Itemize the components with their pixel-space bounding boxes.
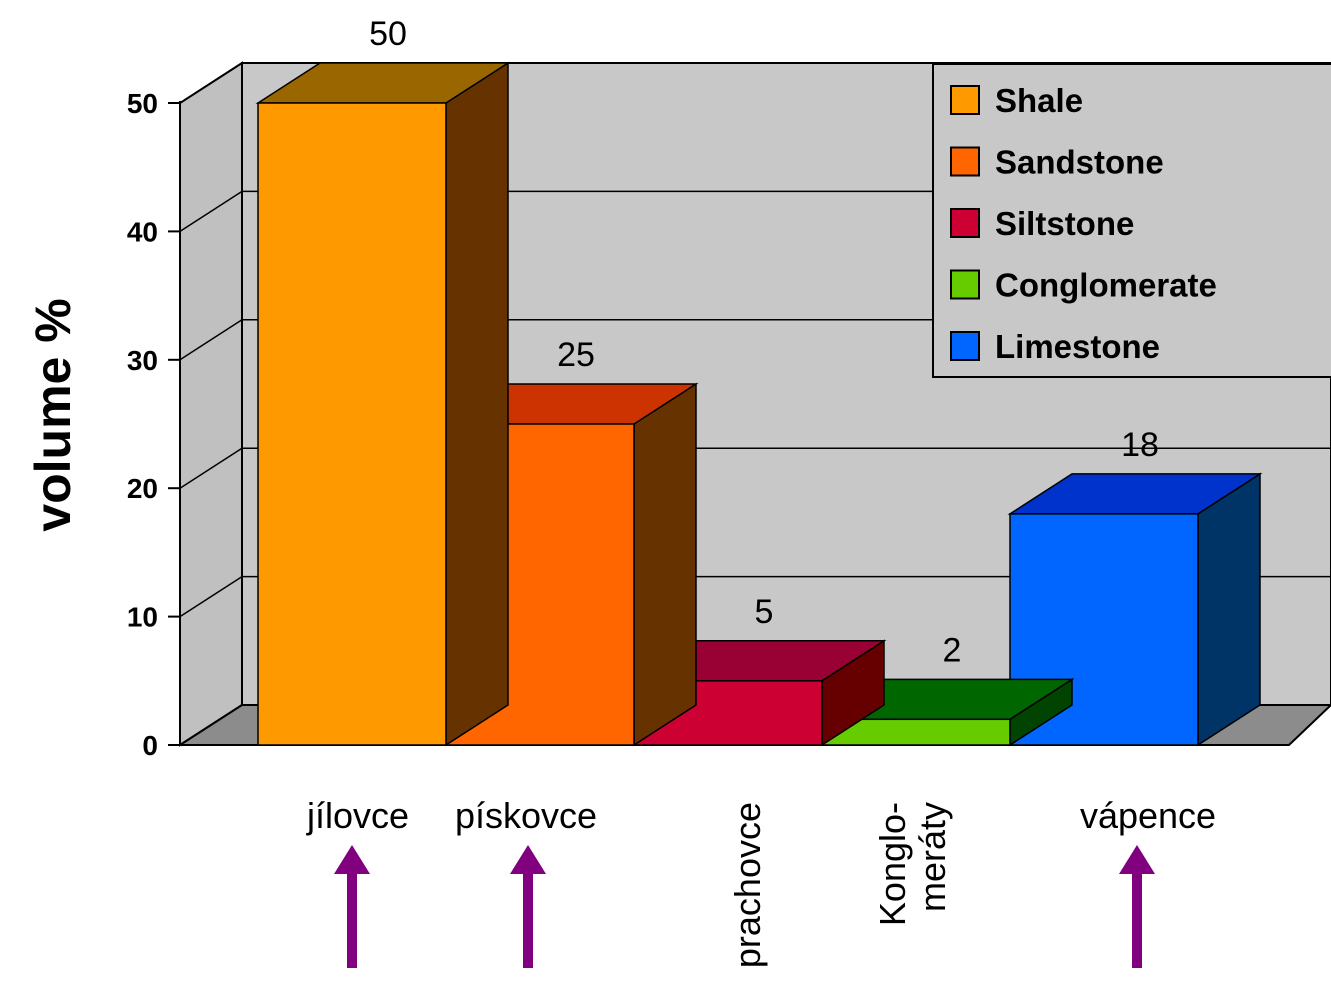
legend-label-limestone: Limestone [995,328,1160,365]
legend-swatch-limestone [950,331,980,361]
y-tick-label: 50 [127,88,158,119]
arrow-shaft [347,870,357,968]
arrow-head [1119,845,1155,874]
y-tick-label: 30 [127,345,158,376]
bars [255,61,1263,747]
side-wall [179,61,243,747]
y-axis-title: volume % [25,298,81,531]
category-label-prachovce-line-1: prachovce [727,802,768,968]
bar-konglo-mer-ty [819,677,1075,747]
y-tick-label: 20 [127,473,158,504]
bar-side [445,61,509,747]
y-tick-label: 10 [127,602,158,633]
y-tick-label: 0 [142,730,158,761]
legend-swatch-sandstone [950,146,980,177]
y-tick-label: 40 [127,216,158,247]
highlight-arrow-v-pence [1119,845,1155,968]
legend-swatch-siltstone [950,208,980,238]
legend-label-sandstone: Sandstone [995,144,1164,181]
bar-side [633,382,697,747]
category-label-p-skovce: pískovce [455,795,597,836]
gridline-side [179,575,243,618]
data-label: 18 [1121,426,1159,464]
legend: Shale Sandstone Siltstone Conglomerate Limes… [932,63,1331,378]
category-label-v-pence: vápence [1080,795,1216,836]
arrow-shaft [1132,870,1142,968]
data-label: 2 [943,631,962,669]
arrow-head [510,845,546,874]
arrow-head [334,845,370,874]
legend-swatch-shale [950,85,980,115]
data-label: 5 [755,593,774,631]
gridline-side [179,190,243,233]
data-label: 25 [557,336,595,374]
bar-j-lovce [255,61,511,747]
highlight-arrows [334,845,1155,968]
legend-label-conglomerate: Conglomerate [995,267,1217,304]
gridline-side [179,447,243,489]
arrow-shaft [523,870,533,968]
legend-label-siltstone: Siltstone [995,205,1134,242]
category-label-konglo-mer-ty-line-1: Konglo- [872,802,913,926]
bar-v-pence [1007,472,1263,747]
highlight-arrow-j-lovce [334,845,370,968]
category-label-konglo-mer-ty-line-2: meráty [912,802,953,912]
bar-side [1197,472,1261,747]
gridline-side [179,62,243,104]
category-labels: jílovce pískovce prachovce Konglo-meráty váp… [306,795,1216,968]
category-label-j-lovce: jílovce [306,795,409,836]
data-label: 50 [369,15,407,53]
legend-label-shale: Shale [995,82,1083,119]
legend-box [932,63,1331,378]
bar-front [257,102,447,746]
legend-swatch-conglomerate [950,269,980,300]
gridline-side [179,319,243,361]
highlight-arrow-p-skovce [510,845,546,968]
